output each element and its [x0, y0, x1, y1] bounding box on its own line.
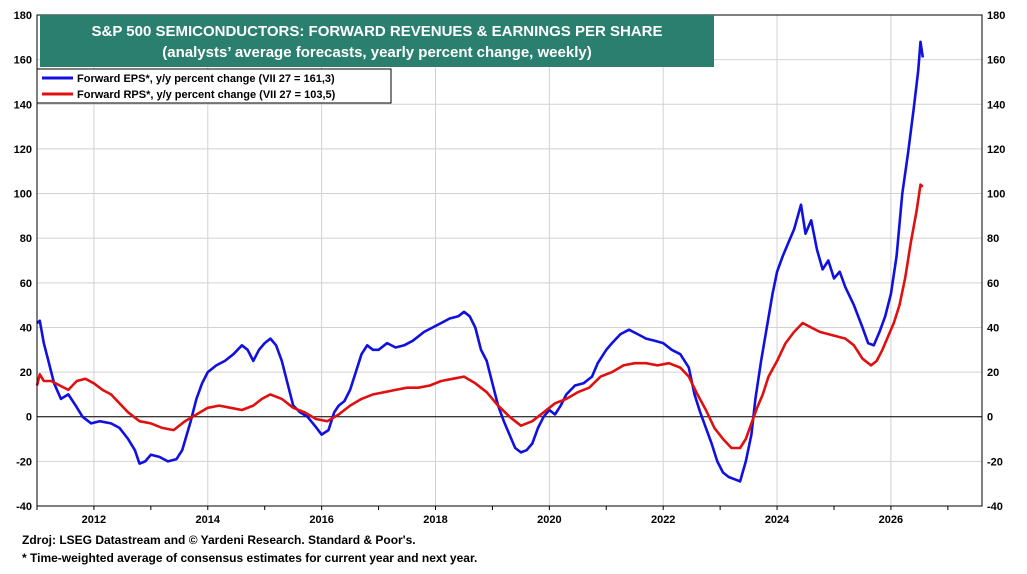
title-background [40, 15, 714, 67]
y-tick-label-left: 60 [20, 278, 32, 290]
y-tick-label-left: 160 [14, 55, 32, 67]
y-tick-label-left: 120 [14, 144, 32, 156]
y-tick-label-left: 140 [14, 99, 32, 111]
y-tick-label-left: 100 [14, 189, 32, 201]
y-tick-label-right: -40 [987, 501, 1003, 513]
y-tick-label-left: -20 [16, 456, 32, 468]
x-tick-label: 2012 [82, 514, 106, 526]
y-tick-label-right: 180 [987, 10, 1005, 22]
x-tick-label: 2024 [765, 514, 790, 526]
chart-subtitle: (analysts’ average forecasts, yearly per… [162, 44, 591, 61]
chart-title: S&P 500 SEMICONDUCTORS: FORWARD REVENUES… [92, 23, 663, 40]
y-tick-label-right: 160 [987, 55, 1005, 67]
x-tick-label: 2020 [537, 514, 561, 526]
y-tick-label-right: 20 [987, 367, 999, 379]
y-tick-label-right: 0 [987, 412, 993, 424]
x-tick-label: 2016 [309, 514, 333, 526]
y-tick-label-left: 0 [26, 412, 32, 424]
title-box: S&P 500 SEMICONDUCTORS: FORWARD REVENUES… [40, 15, 714, 67]
x-tick-label: 2014 [196, 514, 221, 526]
series-line-rps [35, 183, 924, 450]
legend-label-eps: Forward EPS*, y/y percent change (VII 27… [77, 73, 335, 85]
y-tick-label-right: 40 [987, 322, 999, 334]
y-tick-label-left: 80 [20, 233, 32, 245]
y-tick-label-right: 120 [987, 144, 1005, 156]
y-tick-label-right: 80 [987, 233, 999, 245]
series-line-eps [36, 40, 925, 483]
x-tick-label: 2018 [423, 514, 447, 526]
y-tick-label-left: -40 [16, 501, 32, 513]
source-note: Zdroj: LSEG Datastream and © Yardeni Res… [22, 533, 416, 547]
series-lines [35, 40, 925, 483]
y-tick-label-right: -20 [987, 456, 1003, 468]
y-tick-label-right: 60 [987, 278, 999, 290]
y-tick-label-left: 20 [20, 367, 32, 379]
y-tick-label-left: 40 [20, 322, 32, 334]
y-tick-label-left: 180 [14, 10, 32, 22]
legend-box [36, 68, 392, 104]
y-tick-label-right: 100 [987, 189, 1005, 201]
x-tick-label: 2022 [651, 514, 675, 526]
footnote-text: * Time-weighted average of consensus est… [22, 551, 478, 565]
legend: Forward EPS*, y/y percent change (VII 27… [36, 68, 392, 104]
x-tick-label: 2026 [879, 514, 903, 526]
legend-label-rps: Forward RPS*, y/y percent change (VII 27… [77, 89, 336, 101]
y-tick-label-right: 140 [987, 99, 1005, 111]
